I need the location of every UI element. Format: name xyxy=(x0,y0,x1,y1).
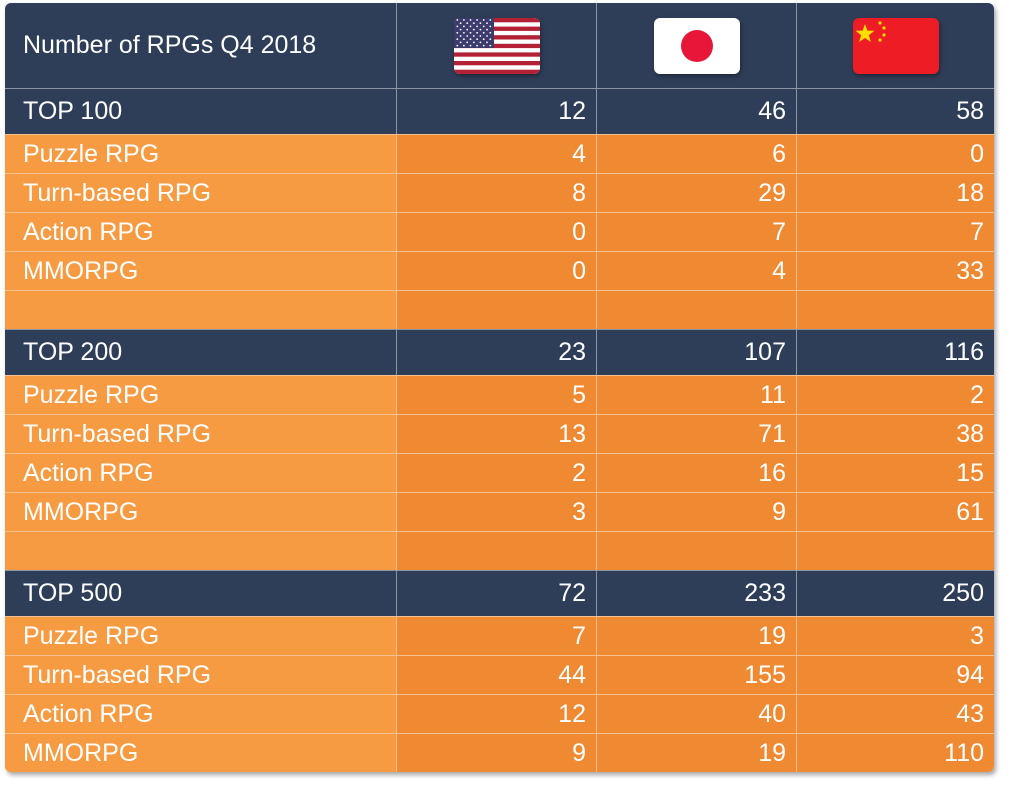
us-column-header xyxy=(396,3,596,88)
us-value: 13 xyxy=(396,415,596,453)
row-label: Puzzle RPG xyxy=(5,135,396,173)
japan-total: 233 xyxy=(596,571,796,616)
us-value: 5 xyxy=(396,376,596,414)
us-value: 9 xyxy=(396,734,596,772)
section-label: TOP 200 xyxy=(23,338,123,366)
us-flag-icon xyxy=(453,17,540,74)
us-value: 7 xyxy=(396,617,596,655)
japan-column-header xyxy=(596,3,796,88)
us-value: 3 xyxy=(396,493,596,531)
japan-value: 6 xyxy=(596,135,796,173)
us-value: 44 xyxy=(396,656,596,694)
row-label: MMORPG xyxy=(5,734,396,772)
header-row: Number of RPGs Q4 2018 xyxy=(5,3,994,88)
us-total: 12 xyxy=(396,89,596,134)
china-value: 7 xyxy=(796,213,994,251)
section-label: TOP 500 xyxy=(23,579,123,607)
china-value: 61 xyxy=(796,493,994,531)
row-label: Puzzle RPG xyxy=(5,376,396,414)
row-label: MMORPG xyxy=(5,493,396,531)
china-value: 43 xyxy=(796,695,994,733)
row-label: Turn-based RPG xyxy=(5,656,396,694)
china-total: 250 xyxy=(796,571,994,616)
us-value: 4 xyxy=(396,135,596,173)
china-value: 110 xyxy=(796,734,994,772)
japan-value: 29 xyxy=(596,174,796,212)
table-row: Action RPG 2 16 15 xyxy=(5,453,994,492)
china-value: 94 xyxy=(796,656,994,694)
japan-value: 4 xyxy=(596,252,796,290)
row-label: Puzzle RPG xyxy=(5,617,396,655)
row-label: MMORPG xyxy=(5,252,396,290)
us-total: 23 xyxy=(396,330,596,375)
china-value: 38 xyxy=(796,415,994,453)
table-row: Puzzle RPG 4 6 0 xyxy=(5,134,994,173)
china-column-header xyxy=(796,3,994,88)
china-value: 33 xyxy=(796,252,994,290)
spacer-row xyxy=(5,531,994,570)
spacer-row xyxy=(5,290,994,329)
table-row: Turn-based RPG 8 29 18 xyxy=(5,173,994,212)
japan-total: 107 xyxy=(596,330,796,375)
japan-value: 40 xyxy=(596,695,796,733)
japan-value: 11 xyxy=(596,376,796,414)
japan-value: 7 xyxy=(596,213,796,251)
japan-value: 19 xyxy=(596,617,796,655)
row-label: Turn-based RPG xyxy=(5,174,396,212)
us-value: 0 xyxy=(396,213,596,251)
section-label: TOP 100 xyxy=(23,97,123,125)
japan-value: 155 xyxy=(596,656,796,694)
us-value: 0 xyxy=(396,252,596,290)
china-total: 116 xyxy=(796,330,994,375)
table-row: Turn-based RPG 44 155 94 xyxy=(5,655,994,694)
china-value: 0 xyxy=(796,135,994,173)
us-value: 2 xyxy=(396,454,596,492)
table-row: Puzzle RPG 5 11 2 xyxy=(5,375,994,414)
us-value: 8 xyxy=(396,174,596,212)
table-row: MMORPG 3 9 61 xyxy=(5,492,994,531)
table-row: Puzzle RPG 7 19 3 xyxy=(5,616,994,655)
china-value: 3 xyxy=(796,617,994,655)
us-total: 72 xyxy=(396,571,596,616)
japan-value: 71 xyxy=(596,415,796,453)
row-label: Action RPG xyxy=(5,213,396,251)
table-row: Action RPG 12 40 43 xyxy=(5,694,994,733)
row-label: Turn-based RPG xyxy=(5,415,396,453)
us-value: 12 xyxy=(396,695,596,733)
china-value: 2 xyxy=(796,376,994,414)
table-title: Number of RPGs Q4 2018 xyxy=(23,31,317,59)
japan-total: 46 xyxy=(596,89,796,134)
section-header-row: TOP 500 72 233 250 xyxy=(5,570,994,616)
japan-flag-icon xyxy=(653,17,740,74)
row-label: Action RPG xyxy=(5,454,396,492)
china-total: 58 xyxy=(796,89,994,134)
japan-value: 16 xyxy=(596,454,796,492)
section-header-row: TOP 200 23 107 116 xyxy=(5,329,994,375)
section-header-row: TOP 100 12 46 58 xyxy=(5,88,994,134)
table-row: MMORPG 0 4 33 xyxy=(5,251,994,290)
china-flag-icon xyxy=(852,17,939,74)
china-value: 15 xyxy=(796,454,994,492)
japan-value: 19 xyxy=(596,734,796,772)
rpg-table: Number of RPGs Q4 2018 xyxy=(5,3,994,772)
row-label: Action RPG xyxy=(5,695,396,733)
table-row: MMORPG 9 19 110 xyxy=(5,733,994,772)
table-row: Turn-based RPG 13 71 38 xyxy=(5,414,994,453)
table-row: Action RPG 0 7 7 xyxy=(5,212,994,251)
china-value: 18 xyxy=(796,174,994,212)
japan-value: 9 xyxy=(596,493,796,531)
